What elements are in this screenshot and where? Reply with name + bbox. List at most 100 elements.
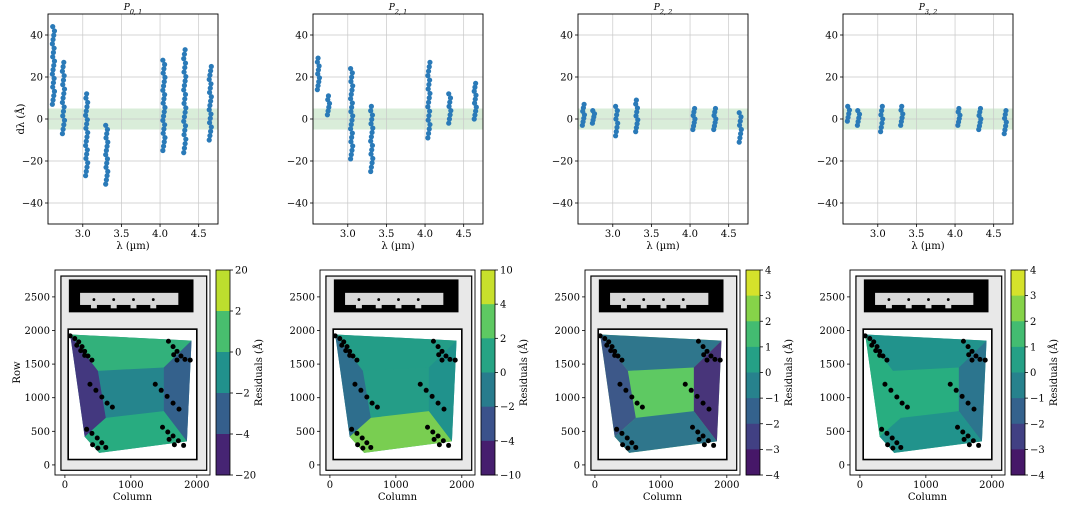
colorbar-segment	[481, 440, 495, 476]
x-axis-label: λ (µm)	[381, 241, 414, 252]
data-point	[369, 160, 375, 166]
data-point	[51, 75, 57, 81]
data-point	[161, 66, 167, 72]
colorbar-label: Residuals (Å)	[518, 339, 530, 406]
data-point	[878, 112, 884, 118]
target-point	[170, 400, 176, 406]
data-point	[162, 92, 168, 98]
data-point	[368, 168, 374, 175]
data-point	[614, 112, 620, 118]
target-point	[633, 444, 639, 450]
panel-title: P0, 1	[123, 3, 142, 16]
colorbar-tick-label: −4	[1030, 471, 1045, 482]
data-point	[183, 136, 189, 142]
target-point	[982, 357, 988, 363]
data-point	[425, 104, 431, 110]
target-point	[166, 436, 172, 442]
target-point	[873, 348, 879, 354]
target-point	[869, 342, 875, 348]
target-point	[358, 387, 364, 393]
data-point	[85, 99, 91, 106]
mask-notch	[415, 298, 422, 309]
data-point	[50, 54, 56, 60]
residual-region-top	[865, 334, 987, 371]
target-point	[688, 387, 694, 393]
data-point	[160, 113, 167, 119]
target-point	[99, 440, 105, 446]
target-point	[960, 338, 966, 344]
y-tick-label: 1500	[820, 360, 845, 371]
colorbar-segment	[746, 372, 760, 399]
data-point	[425, 86, 431, 92]
data-point	[426, 95, 432, 101]
colorbar-tick-label: 1	[1030, 342, 1036, 353]
data-point	[446, 91, 452, 97]
target-point	[103, 444, 109, 450]
target-point	[164, 393, 170, 399]
colorbar-segment	[746, 295, 760, 322]
target-point	[344, 344, 350, 350]
colorbar-tick-label: 1	[765, 342, 771, 353]
data-point	[49, 41, 55, 47]
data-point	[314, 59, 320, 65]
data-point	[161, 109, 167, 115]
y-tick-label: 0	[309, 460, 315, 471]
colorbar-tick-label: 2	[235, 307, 241, 318]
target-point	[104, 400, 110, 406]
y-tick-label: −20	[22, 157, 43, 168]
colorbar-segment	[216, 434, 230, 476]
target-point	[629, 440, 635, 446]
data-point	[426, 64, 432, 70]
data-point	[181, 150, 187, 156]
data-point	[314, 87, 320, 93]
data-point	[104, 143, 110, 149]
residual-map-panel: 0 1000 2000 2500 2000 1500 1000 500 0 Column 4 3 2 1 0…	[555, 266, 795, 504]
target-point	[976, 442, 982, 448]
colorbar-segment	[746, 423, 760, 450]
data-point	[348, 109, 354, 115]
data-point	[82, 112, 89, 118]
x-axis-label: Column	[113, 492, 153, 503]
mask-dot	[681, 298, 685, 301]
colorbar-segment	[1011, 449, 1025, 476]
target-point	[695, 429, 701, 435]
colorbar-tick-label: 0	[235, 348, 241, 359]
data-point	[370, 125, 376, 131]
residual-region-top	[335, 334, 457, 371]
y-tick-label: 1500	[290, 360, 315, 371]
y-tick-label: 1500	[555, 360, 580, 371]
data-point	[181, 69, 187, 75]
residual-region-right	[163, 340, 192, 442]
data-point	[349, 134, 355, 140]
x-tick-label: 3.0	[605, 229, 621, 240]
x-tick-label: 2000	[714, 480, 739, 491]
x-tick-label: 2000	[449, 480, 474, 491]
colorbar-tick-label: −3	[765, 445, 780, 456]
target-point	[969, 348, 975, 354]
target-point	[620, 442, 626, 448]
target-point	[368, 444, 374, 450]
data-point	[349, 147, 355, 153]
x-axis-label: Column	[908, 492, 948, 503]
y-tick-label: 1000	[25, 393, 50, 404]
data-point	[349, 130, 355, 136]
target-point	[176, 406, 182, 412]
data-point	[208, 94, 214, 100]
target-point	[447, 356, 453, 362]
y-tick-label: 0	[574, 460, 580, 471]
data-point	[207, 72, 213, 78]
data-point	[633, 101, 639, 107]
data-point	[845, 103, 851, 109]
target-point	[971, 406, 977, 412]
target-point	[705, 438, 711, 444]
data-point	[104, 131, 110, 137]
mask-dot	[642, 298, 646, 301]
data-point	[160, 100, 166, 106]
target-point	[339, 342, 345, 348]
data-point	[182, 78, 188, 84]
data-point	[84, 121, 90, 127]
x-tick-label: 4.5	[456, 229, 472, 240]
target-point	[977, 356, 983, 362]
data-point	[899, 103, 905, 109]
